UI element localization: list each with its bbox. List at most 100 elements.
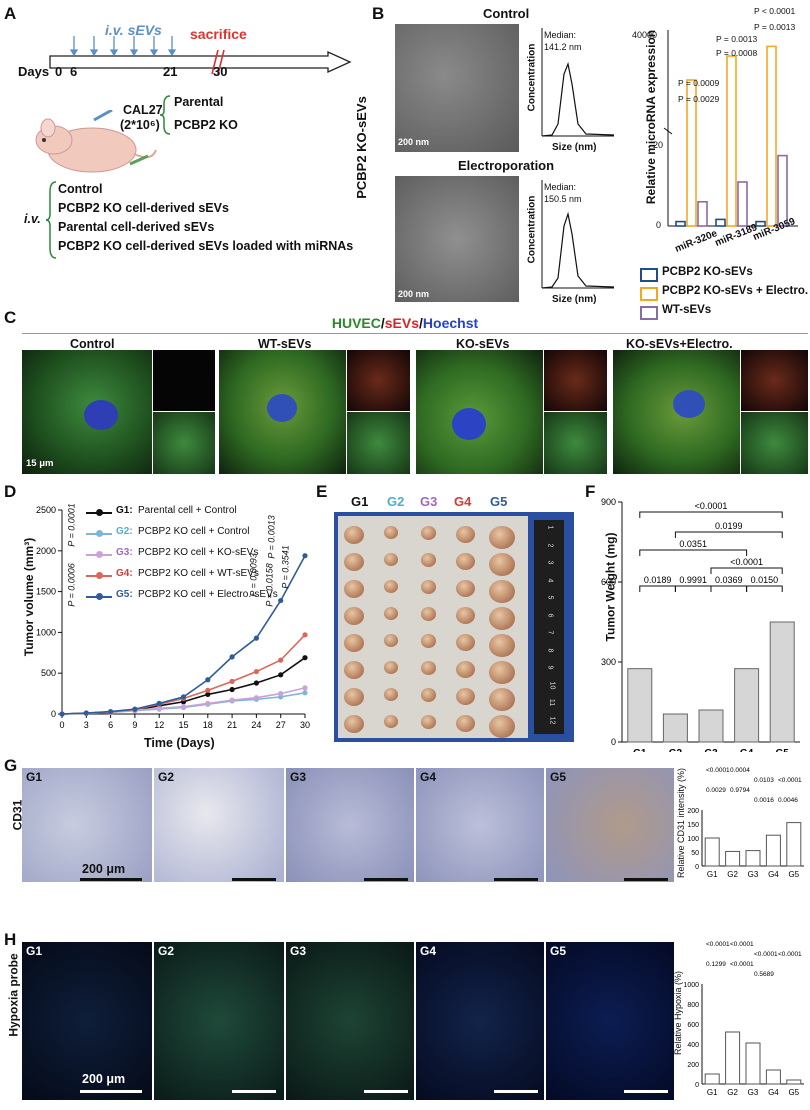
- treatment-1: PCBP2 KO cell-derived sEVs: [58, 201, 229, 215]
- weight-sig-bracket: [639, 585, 676, 592]
- tumor-sample: [344, 553, 364, 571]
- growth-p-4: P = 0.0158: [264, 563, 275, 607]
- weight-pval: 0.0150: [751, 575, 779, 585]
- point-G5: [253, 635, 259, 641]
- tumor-sample: [420, 580, 436, 594]
- ihc-g1: [22, 768, 152, 882]
- mouse-illustration: [35, 110, 157, 173]
- weight-sig-bracket: [710, 585, 748, 592]
- if-g2-label: G2: [158, 944, 175, 958]
- mirna-p-1: P = 0.0009: [678, 78, 720, 88]
- ruler-number: 9: [546, 665, 554, 670]
- mirna-p-2: P = 0.0029: [678, 94, 720, 104]
- tumor-sample: [455, 553, 475, 571]
- weight-pval: 0.0351: [679, 539, 707, 549]
- point-G3: [302, 685, 308, 691]
- confocal-wt-red: [347, 350, 410, 411]
- tick-30: 30: [213, 64, 228, 79]
- point-G5: [83, 710, 89, 716]
- panel-g-label: G: [4, 756, 18, 775]
- ihc-scalebar-2: [232, 878, 276, 881]
- pval: 0.0016: [754, 797, 774, 804]
- confocal-ko-red: [544, 350, 607, 411]
- tem-image-electro: [395, 176, 519, 302]
- growth-p-2: P = 0.0006: [66, 563, 77, 607]
- pval: 0.1299: [706, 961, 726, 968]
- weight-pval: <0.0001: [730, 557, 763, 567]
- legend-g5-text: PCBP2 KO cell + Electro.-sEVs: [138, 589, 278, 600]
- cond-ko: KO-sEVs: [456, 337, 510, 351]
- electro-title: Electroporation: [458, 158, 555, 173]
- tumor-sample: [489, 688, 515, 712]
- weight-sig-bracket: [746, 585, 783, 592]
- point-G3: [156, 705, 162, 711]
- ruler-number: 2: [546, 543, 554, 547]
- panel-c-title: HUVEC/sEVs/Hoechst: [0, 315, 810, 331]
- if-g5: [546, 942, 674, 1100]
- bar-G4: [765, 834, 781, 867]
- brace-2: [46, 181, 57, 259]
- title-huvec: HUVEC: [331, 315, 381, 331]
- panel-f-label: F: [585, 482, 596, 501]
- bar-G2: [725, 850, 741, 867]
- point-G1: [253, 680, 259, 686]
- mirna-bar-chart: [663, 30, 798, 227]
- hypoxia-side: Hypoxia probe: [6, 953, 21, 1037]
- tumor-sample: [420, 661, 436, 675]
- growth-ylabel: Tumor volume (mm³): [22, 537, 37, 657]
- ihc-g2: [154, 768, 284, 882]
- point-G1: [302, 655, 308, 661]
- mirna-bar-miR-3059: [777, 154, 788, 227]
- growth-ytick-label: 500: [41, 668, 56, 678]
- ruler-number: 12: [548, 716, 556, 724]
- tem-scale-2: 200 nm: [398, 289, 430, 299]
- growth-p-1: P = 0.0001: [66, 503, 77, 547]
- tumor-sample: [455, 634, 475, 652]
- bar-G5: [786, 822, 802, 867]
- e-group-2: G2: [387, 494, 405, 509]
- tumor-sample: [384, 580, 398, 593]
- tumor-sample: [344, 607, 364, 625]
- tumor-sample: [420, 526, 436, 540]
- cat-label: G1: [707, 1088, 718, 1097]
- if-g4: [416, 942, 544, 1100]
- pval: 0.0046: [778, 797, 798, 804]
- e-group-3: G3: [420, 494, 438, 509]
- if-scalebar-3: [364, 1090, 408, 1093]
- point-G4: [278, 657, 284, 663]
- if-scalebar-1: [80, 1090, 142, 1093]
- pval: <0.0001: [706, 767, 730, 774]
- legend-g5-key: G5:: [116, 589, 133, 600]
- point-G3: [180, 704, 187, 710]
- pval: <0.0001: [730, 961, 754, 968]
- e-group-1: G1: [351, 494, 369, 509]
- brace-1: [160, 95, 171, 135]
- title-sep-1: /: [380, 315, 385, 331]
- growth-xtick-label: 30: [300, 720, 310, 730]
- pval: <0.0001: [730, 941, 754, 948]
- tumor-sample: [384, 526, 398, 539]
- growth-ytick-label: 1500: [36, 587, 56, 597]
- tumor-sample: [489, 634, 515, 658]
- ruler-number: 4: [546, 578, 554, 582]
- weight-cat-label: G2: [669, 748, 683, 752]
- tumor-sample: [384, 661, 398, 674]
- growth-ytick-label: 1000: [36, 627, 56, 637]
- point-G1: [229, 686, 235, 693]
- tem-scale-1: 200 nm: [398, 137, 430, 147]
- cat-label: G5: [788, 870, 799, 879]
- point-G5: [156, 700, 162, 706]
- confocal-scale: 15 μm: [26, 458, 54, 469]
- conc-ylabel-1: Concentration: [526, 43, 538, 112]
- ytick-label: 0: [695, 864, 699, 871]
- tumor-growth-chart: 0 500 1000 1500 2000 2500 0 3 6 9 12 15 18 21 24 27 30: [36, 505, 310, 730]
- growth-xtick-label: 0: [59, 720, 64, 730]
- ytick-label: 100: [687, 836, 699, 843]
- weight-sig-bracket: [674, 531, 783, 538]
- weight-bar-G4: [734, 668, 760, 743]
- legend-electro: PCBP2 KO-sEVs + Electro.: [662, 285, 809, 297]
- cd31-ylabel: Relative CD31 intensity (%): [676, 767, 687, 879]
- mirna-p-6: P = 0.0013: [754, 22, 796, 32]
- title-sep-2: /: [419, 315, 423, 331]
